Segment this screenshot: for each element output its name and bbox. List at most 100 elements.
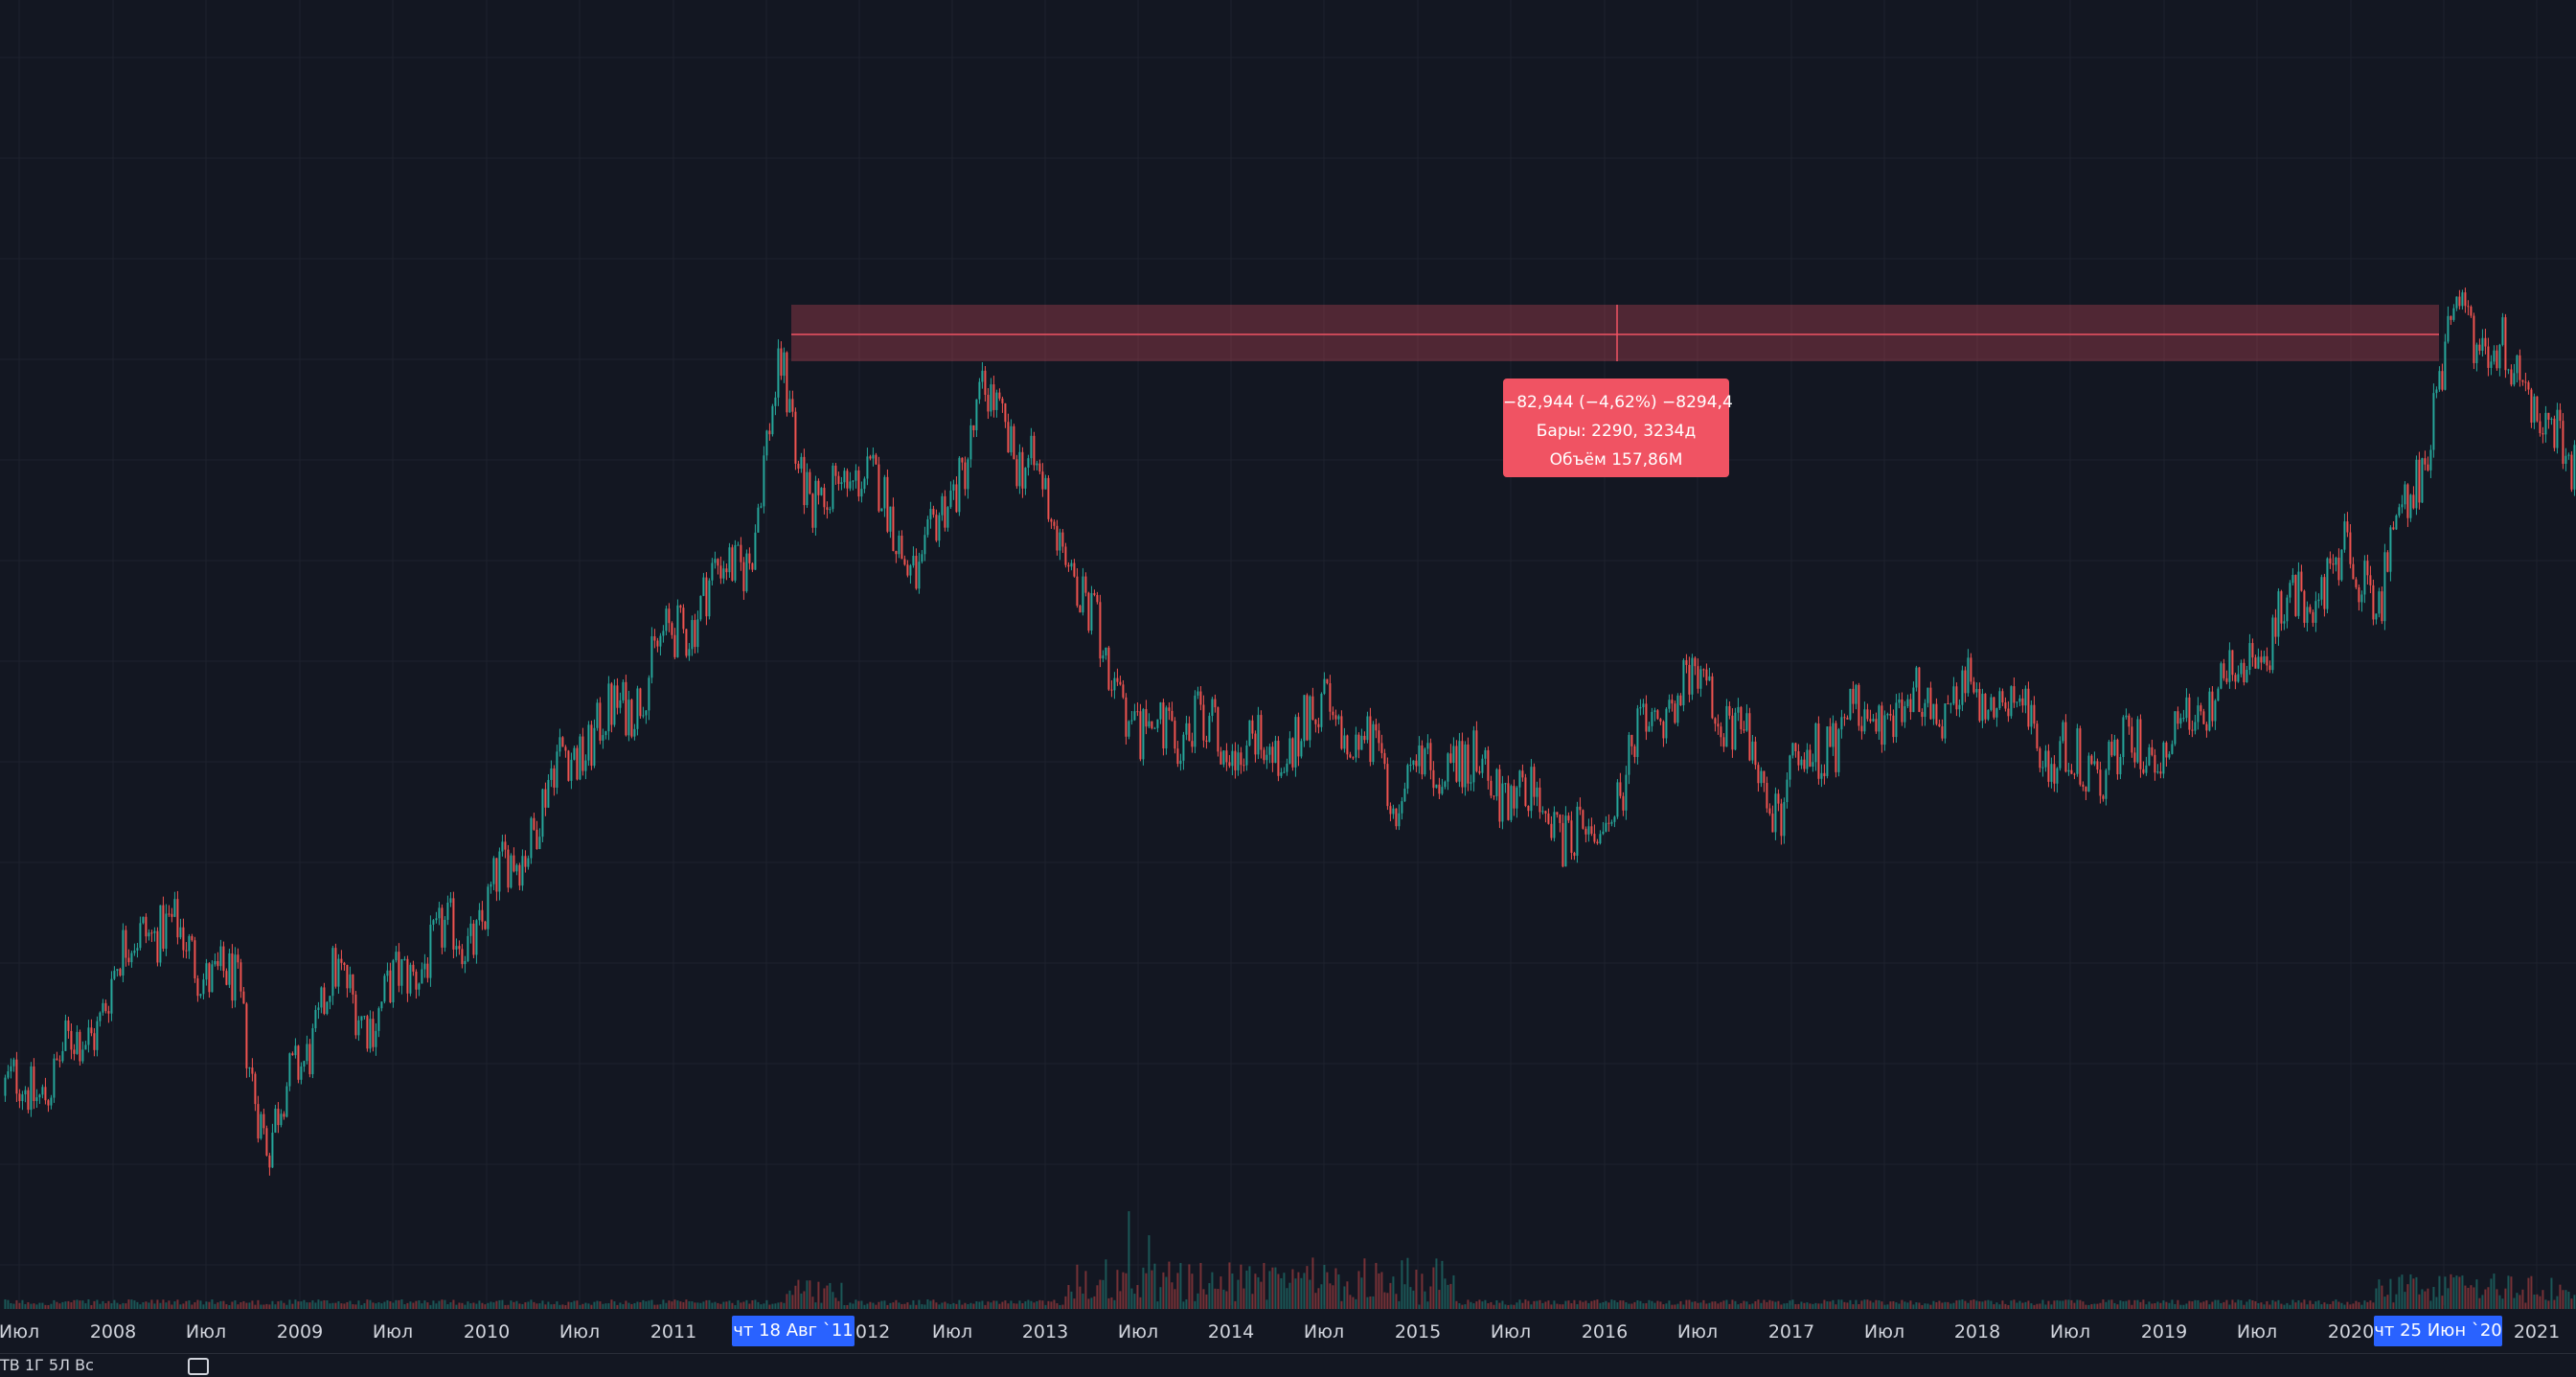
candle-body [76, 1031, 79, 1054]
volume-bar [1128, 1210, 1130, 1309]
volume-bar [248, 1302, 251, 1309]
candle-body [1337, 716, 1340, 720]
volume-bar [1881, 1301, 1883, 1309]
candle-body [1475, 730, 1478, 771]
volume-bar [7, 1299, 10, 1309]
candle-body [1277, 740, 1280, 776]
volume-bar [1533, 1300, 1536, 1309]
volume-bar [2070, 1299, 2073, 1309]
volume-bar [935, 1302, 938, 1309]
candle-body [1590, 826, 1593, 835]
volume-bar [1610, 1299, 1613, 1309]
volume-bar [2268, 1304, 2271, 1309]
candle-body [556, 751, 559, 788]
candle-body [536, 829, 538, 850]
candle-body [435, 918, 438, 921]
time-axis[interactable]: Июл 2008 Июл 2009 Июл 2010 Июл 2011 2012 Июл 2013 И… [0, 1309, 2576, 1353]
volume-bar [2016, 1302, 2018, 1309]
candle-body [1737, 706, 1740, 713]
volume-bar [2519, 1295, 2521, 1309]
volume-bar [1556, 1303, 1559, 1309]
volume-bar [1955, 1300, 1958, 1309]
candle-body [44, 1087, 47, 1101]
candle-body [323, 987, 326, 1015]
candle-body [1855, 684, 1858, 704]
candle-body [380, 1001, 383, 1009]
volume-bar [1366, 1297, 1369, 1309]
volume-bar [1906, 1302, 1909, 1309]
candle-body [527, 858, 530, 867]
candle-body [1909, 699, 1912, 713]
candle-body [794, 411, 797, 464]
volume-bar [2214, 1299, 2217, 1309]
volume-bar [44, 1304, 47, 1309]
candle-body [1832, 723, 1835, 747]
candle-body [222, 946, 225, 972]
volume-bar [2381, 1285, 2383, 1309]
volume-bar [1817, 1303, 1820, 1309]
volume-bar [2286, 1302, 2289, 1309]
volume-bar [1987, 1299, 1990, 1309]
volume-bar [2240, 1299, 2243, 1309]
volume-bar [1199, 1262, 1202, 1309]
candle-body [676, 605, 679, 657]
candle-body [2521, 379, 2524, 382]
candle-body [1263, 749, 1265, 761]
candle-body [2461, 292, 2464, 307]
candle-body [969, 425, 972, 460]
volume-bar [829, 1282, 832, 1309]
candle-body [2133, 752, 2136, 763]
candle-body [56, 1058, 58, 1061]
candle-body [688, 649, 691, 656]
candle-body [662, 631, 665, 636]
volume-bar [921, 1304, 923, 1309]
candle-body [2194, 722, 2197, 731]
volume-bar [119, 1304, 122, 1309]
candle-body [806, 471, 809, 506]
candle-body [104, 1002, 107, 1012]
volume-bar [2133, 1299, 2136, 1309]
volume-bar [208, 1301, 211, 1309]
candle-body [81, 1049, 84, 1062]
volume-bar [774, 1303, 777, 1309]
candle-body [702, 577, 705, 596]
volume-bar [1777, 1300, 1780, 1309]
candle-body [1564, 815, 1567, 867]
volume-bar [1582, 1301, 1584, 1309]
volume-bar [1159, 1287, 1162, 1309]
candle-body [607, 683, 610, 732]
candle-body [673, 634, 676, 657]
timeframe-buttons[interactable]: ТВ 1Г 5Л Вс [0, 1356, 94, 1374]
candle-body [464, 960, 467, 965]
candle-body [1168, 707, 1171, 711]
candle-body [2544, 412, 2547, 435]
candle-body [1064, 546, 1067, 565]
volume-bar [2337, 1301, 2340, 1309]
volume-bar [1424, 1291, 1426, 1309]
volume-bar [1033, 1302, 1036, 1309]
candle-body [171, 913, 173, 917]
candle-body [2291, 574, 2294, 584]
candle-body [2027, 688, 2030, 727]
volume-bar [685, 1299, 688, 1309]
volume-bar [2148, 1301, 2151, 1309]
candle-body [573, 747, 576, 760]
volume-bar [415, 1300, 418, 1309]
volume-bar [1929, 1304, 1932, 1309]
price-range-measure[interactable] [791, 305, 2439, 361]
measure-zone-rect[interactable] [791, 305, 2439, 361]
candle-body [2105, 769, 2108, 799]
volume-bar [2263, 1304, 2266, 1309]
candle-body [584, 760, 587, 771]
candle-body [561, 737, 564, 747]
candle-body [400, 959, 403, 986]
candle-body [2099, 769, 2102, 796]
candle-body [650, 636, 653, 678]
calendar-icon[interactable] [188, 1358, 209, 1375]
volume-bar [478, 1300, 481, 1309]
time-axis-label: Июл [1491, 1321, 1531, 1343]
candle-body [1303, 695, 1306, 742]
volume-bar [581, 1303, 584, 1309]
volume-bar [2478, 1297, 2481, 1309]
